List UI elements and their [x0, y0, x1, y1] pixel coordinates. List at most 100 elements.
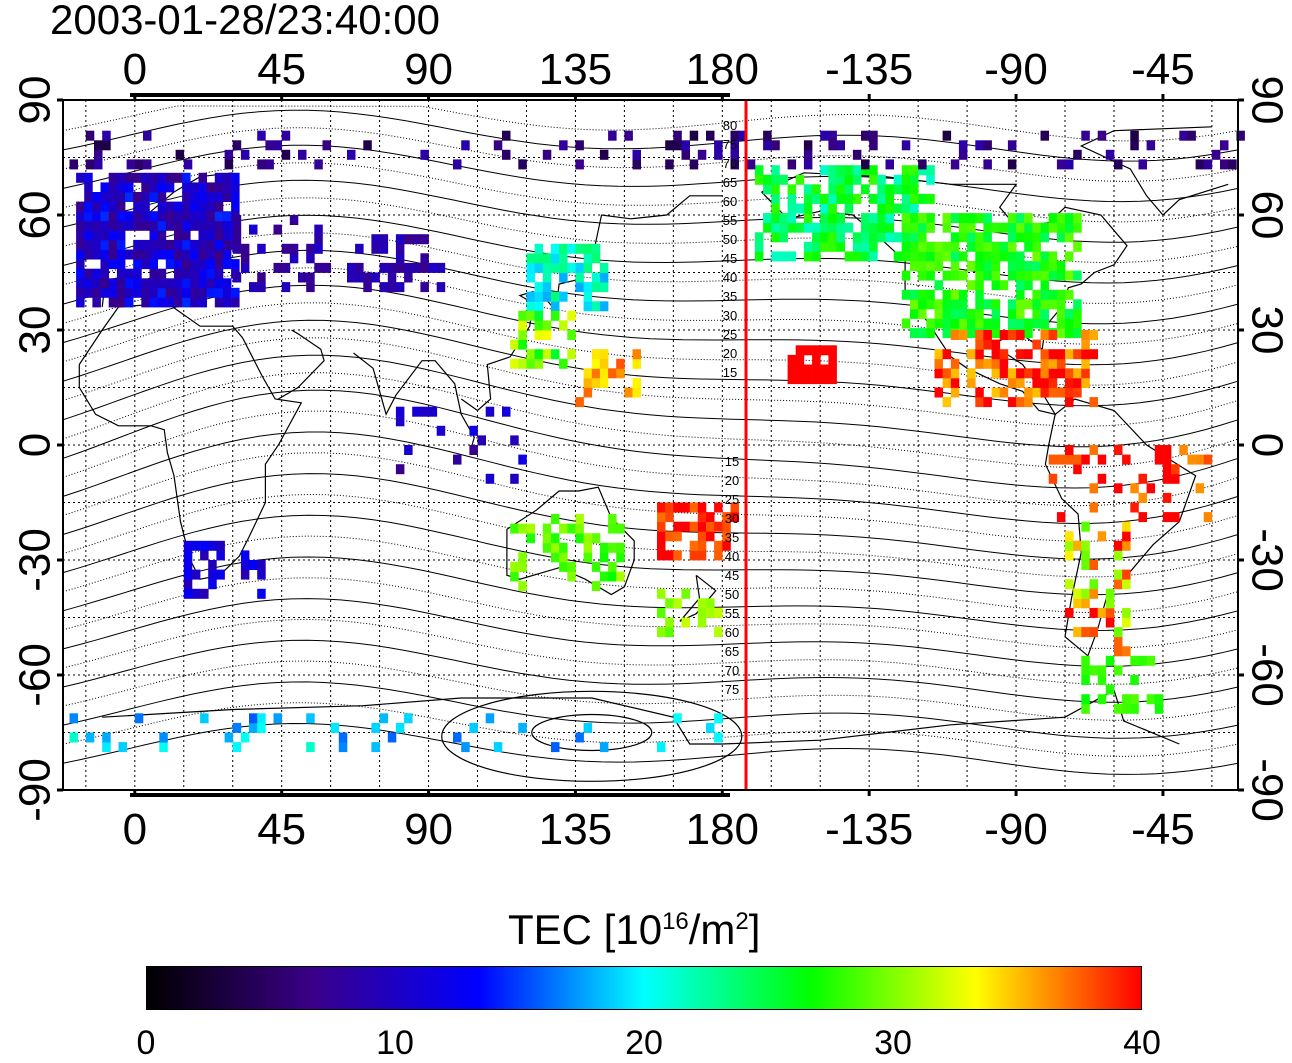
tec-cell	[1187, 130, 1196, 141]
mlat-label-south: 30	[725, 511, 739, 526]
tec-cell	[206, 249, 216, 260]
tec-cell	[869, 193, 878, 204]
tec-cell	[1073, 308, 1082, 319]
tec-cell	[1097, 130, 1107, 141]
tec-cell	[165, 211, 175, 222]
tec-cell	[183, 588, 193, 599]
tec-cell	[1081, 675, 1090, 685]
tec-cell	[1130, 140, 1139, 151]
tec-cell	[608, 571, 617, 582]
tec-cell	[795, 222, 805, 233]
tec-cell	[836, 174, 845, 185]
tec-cell	[231, 192, 240, 202]
tec-cell	[1203, 454, 1213, 465]
lon-tick-bottom	[867, 790, 871, 796]
tec-cell	[190, 249, 199, 260]
tec-cell	[910, 308, 919, 319]
tec-cell	[232, 215, 242, 225]
tec-cell	[1007, 213, 1017, 224]
tec-cell	[681, 502, 690, 513]
tec-cell	[1122, 531, 1131, 542]
tec-cell	[1171, 512, 1180, 523]
mlat-contour	[62, 493, 1239, 578]
tec-cell	[1089, 445, 1098, 455]
tec-cell	[567, 330, 576, 340]
tec-cell	[116, 220, 126, 231]
tec-cell	[950, 251, 960, 262]
tec-cell	[395, 464, 405, 475]
tec-cell	[1162, 473, 1172, 484]
tec-cell	[575, 514, 584, 524]
tec-cell	[1089, 607, 1098, 618]
tec-cell	[214, 287, 224, 298]
tec-cell	[795, 364, 805, 375]
tec-cell	[395, 722, 405, 733]
tec-cell	[950, 387, 960, 398]
tec-cell	[697, 502, 707, 513]
tec-cell	[502, 406, 511, 417]
tec-cell	[526, 349, 535, 360]
tec-cell	[885, 222, 894, 233]
tec-cell	[420, 406, 429, 417]
tec-cell	[174, 220, 183, 231]
tec-cell	[1016, 270, 1025, 281]
tec-cell	[314, 243, 323, 254]
tec-cell	[591, 272, 601, 283]
tec-cell	[126, 159, 136, 170]
tec-cell	[157, 297, 167, 308]
tec-cell	[958, 222, 968, 233]
tec-cell	[1056, 222, 1066, 233]
tec-cell	[1040, 251, 1049, 262]
tec-cell	[999, 387, 1009, 398]
tec-cell	[1130, 130, 1139, 141]
tec-cell	[1032, 222, 1041, 233]
tec-cell	[322, 140, 331, 151]
tec-cell	[583, 542, 593, 553]
tec-cell	[306, 243, 315, 254]
tec-map: 80 75 70 65 60 55 50 45 40 35 30 25 20 15 15 20 25 30 35 40…	[10, 45, 1291, 854]
tec-cell	[918, 270, 927, 281]
tec-cell	[1236, 130, 1245, 141]
tec-cell	[175, 149, 185, 160]
tec-cell	[861, 232, 870, 243]
tec-cell	[1081, 598, 1090, 609]
tec-cell	[1040, 377, 1049, 388]
tec-cell	[730, 130, 739, 141]
tec-cell	[1065, 328, 1074, 339]
tec-cell	[116, 297, 126, 308]
tec-cell	[730, 159, 739, 170]
axis-ticks	[57, 93, 1244, 797]
tec-cell	[493, 742, 503, 753]
tec-cell	[1065, 270, 1074, 281]
tec-cell	[257, 243, 266, 254]
tec-cell	[222, 297, 232, 308]
tec-cell	[910, 213, 919, 224]
colorbar-tick-label: 20	[625, 1024, 663, 1062]
tec-cell	[967, 280, 976, 291]
tec-cell	[518, 330, 527, 340]
tec-cell	[632, 159, 641, 170]
tec-cell	[141, 239, 150, 250]
tec-cell	[84, 182, 93, 193]
tec-cell	[198, 239, 207, 250]
tec-cell	[542, 262, 552, 273]
tec-cell	[1048, 251, 1058, 262]
tec-cell	[134, 159, 144, 170]
tec-cell	[534, 310, 544, 321]
tec-cell	[910, 174, 919, 185]
tec-cell	[232, 224, 242, 235]
tec-cell	[116, 239, 126, 250]
tec-cell	[975, 358, 984, 369]
tec-cell	[125, 287, 134, 298]
tec-cell	[100, 249, 109, 260]
tec-cell	[76, 239, 85, 250]
tec-cell	[76, 230, 85, 241]
tec-cell	[240, 550, 250, 561]
tec-cell	[763, 213, 772, 224]
tec-cell	[183, 550, 193, 561]
tec-cell	[926, 165, 935, 176]
tec-cell	[1065, 387, 1074, 398]
tec-cell	[877, 184, 886, 195]
tec-cell	[1138, 492, 1147, 503]
tec-cell	[412, 406, 421, 417]
